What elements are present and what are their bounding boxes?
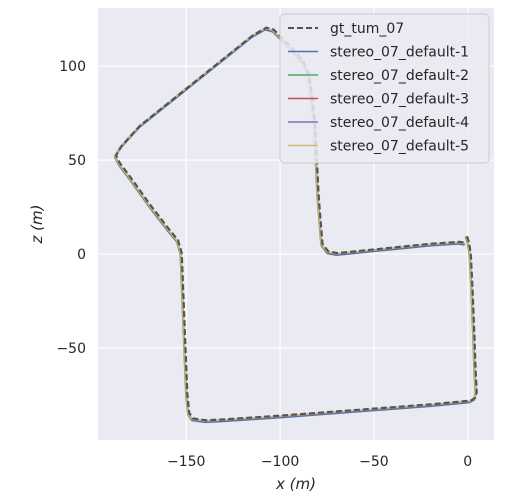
legend-label: stereo_07_default-3: [330, 92, 469, 108]
y-tick-label: −50: [56, 341, 86, 357]
y-axis-label: z (m): [28, 205, 46, 245]
x-tick-label: 0: [463, 454, 472, 470]
x-axis-label: x (m): [275, 475, 316, 493]
y-axis-ticks: −50 0 50 100: [56, 59, 86, 357]
x-tick-label: −100: [261, 454, 299, 470]
x-tick-label: −50: [359, 454, 389, 470]
y-tick-label: 0: [77, 247, 86, 263]
legend-label: stereo_07_default-4: [330, 115, 469, 131]
y-tick-label: 100: [59, 59, 86, 75]
x-axis-ticks: −150 −100 −50 0: [167, 454, 472, 470]
legend-label: stereo_07_default-5: [330, 139, 469, 155]
legend-label: stereo_07_default-1: [330, 45, 469, 61]
x-tick-label: −150: [167, 454, 205, 470]
legend-label: stereo_07_default-2: [330, 68, 469, 84]
legend: gt_tum_07 stereo_07_default-1 stereo_07_de…: [280, 14, 489, 163]
y-tick-label: 50: [68, 153, 86, 169]
legend-label: gt_tum_07: [330, 21, 404, 37]
